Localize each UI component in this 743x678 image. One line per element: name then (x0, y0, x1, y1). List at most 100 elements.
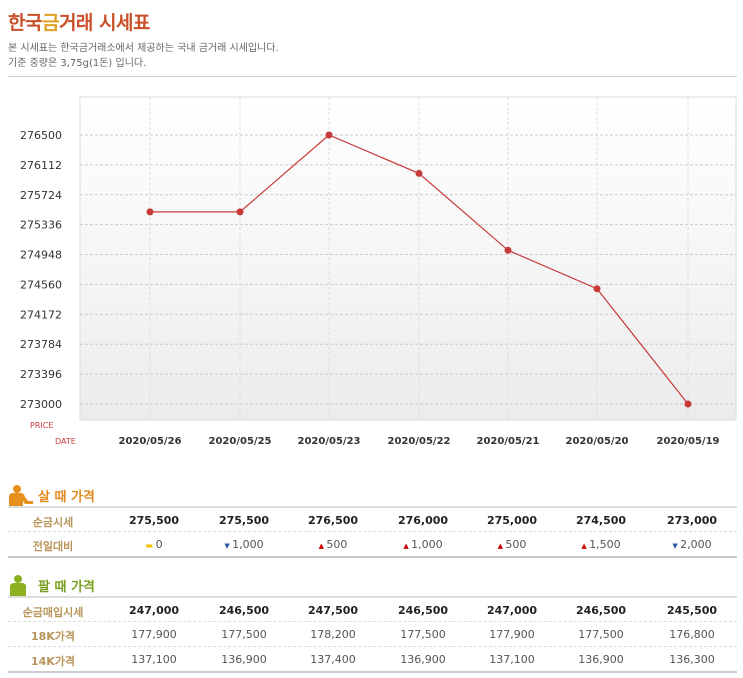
price-value: 137,100 (489, 653, 535, 666)
price-value: 137,100 (131, 653, 177, 666)
price-cell: 137,400 (310, 653, 356, 666)
price-value: 245,500 (666, 604, 718, 617)
table-row: 전일대비 ▬ 0 ▼ 1,000 ▲ 500 ▲ 1,000 ▲ 500 ▲ 1,500 ▼ … (8, 531, 737, 556)
price-cell: 275,500 (219, 514, 269, 527)
price-cell: 276,500 (308, 514, 358, 527)
data-point (325, 131, 333, 139)
data-point (415, 169, 423, 177)
price-value: 177,900 (131, 628, 177, 641)
price-cell: ▲ 1,000 (403, 538, 443, 551)
price-cell: 276,000 (398, 514, 448, 527)
y-tick-label: 274172 (20, 308, 62, 321)
price-chart: PRICE DATE 276500 276112 275724 275336 27494… (20, 96, 737, 447)
row-label: 순금매입시세 (22, 606, 84, 619)
price-value: 247,000 (128, 604, 180, 617)
plot-area (79, 96, 737, 421)
divider (8, 671, 737, 673)
price-value: 177,900 (489, 628, 535, 641)
x-tick-label: 2020/05/26 (119, 436, 182, 447)
price-cell: 177,900 (131, 628, 177, 641)
price-value: 1,500 (589, 538, 621, 551)
price-value: 246,500 (397, 604, 449, 617)
price-cell: 177,500 (221, 628, 267, 641)
price-cell: 275,500 (129, 514, 179, 527)
price-value: 500 (505, 538, 527, 551)
x-axis-label: DATE (55, 437, 76, 446)
price-value: 136,900 (221, 653, 267, 666)
price-cell: 273,000 (667, 514, 717, 527)
price-value: 177,500 (221, 628, 267, 641)
y-tick-label: 273000 (20, 398, 62, 411)
price-value: 177,500 (400, 628, 446, 641)
price-value: 274,500 (575, 514, 627, 527)
price-value: 275,500 (218, 514, 270, 527)
price-value: 275,500 (128, 514, 180, 527)
price-cell: 246,500 (576, 604, 626, 617)
y-tick-label: 275336 (20, 219, 62, 232)
y-tick-label: 274948 (20, 249, 62, 262)
y-tick-label: 275724 (20, 189, 62, 202)
y-tick-label: 274560 (20, 278, 62, 291)
x-tick-label: 2020/05/23 (298, 436, 361, 447)
price-cell: 178,200 (310, 628, 356, 641)
person-icon (9, 485, 33, 506)
price-value: 246,500 (218, 604, 270, 617)
price-cell: 177,900 (489, 628, 535, 641)
price-cell: 137,100 (489, 653, 535, 666)
table-row: 18K가격 177,900 177,500 178,200 177,500 177,900… (8, 621, 737, 646)
price-value: 2,000 (680, 538, 712, 551)
table-row: 순금매입시세 247,000 246,500 247,500 246,500 247,00… (8, 596, 737, 621)
price-cell: 245,500 (667, 604, 717, 617)
y-tick-label: 273784 (20, 338, 62, 351)
buy-section-title: 살 때 가격 (8, 484, 95, 506)
y-tick-label: 273396 (20, 368, 62, 381)
data-point (236, 208, 244, 216)
price-value: 177,500 (578, 628, 624, 641)
price-cell: 246,500 (398, 604, 448, 617)
price-value: 0 (155, 538, 163, 551)
price-cell: 177,500 (400, 628, 446, 641)
price-value: 247,500 (307, 604, 359, 617)
table-row: 순금시세 275,500 275,500 276,500 276,000 275,000 2… (8, 506, 737, 531)
divider (8, 556, 737, 558)
price-cell: 137,100 (131, 653, 177, 666)
price-cell: ▼ 2,000 (672, 538, 712, 551)
price-value: 137,400 (310, 653, 356, 666)
data-point (684, 400, 692, 408)
price-cell: 247,000 (487, 604, 537, 617)
price-cell: ▲ 500 (497, 538, 527, 551)
section-title: 살 때 가격 (38, 489, 95, 505)
price-cell: ▬ 0 (145, 538, 163, 551)
row-label: 18K가격 (30, 630, 76, 643)
y-tick-label: 276112 (20, 159, 62, 172)
person-icon (10, 575, 26, 596)
price-value: 246,500 (575, 604, 627, 617)
price-value: 500 (326, 538, 348, 551)
price-value: 1,000 (232, 538, 264, 551)
divider (8, 76, 737, 77)
price-cell: 246,500 (219, 604, 269, 617)
price-cell: 136,900 (221, 653, 267, 666)
table-row: 14K가격 137,100 136,900 137,400 136,900 137,100… (8, 646, 737, 671)
price-cell: ▲ 1,500 (581, 538, 621, 551)
section-title: 팔 때 가격 (38, 579, 95, 595)
row-label: 순금시세 (32, 516, 74, 529)
price-value: 273,000 (666, 514, 718, 527)
page-title: 한국금거래 시세표 (8, 8, 150, 35)
x-tick-label: 2020/05/25 (209, 436, 272, 447)
title-part: 거래 시세표 (58, 12, 151, 34)
price-value: 176,800 (669, 628, 715, 641)
x-tick-label: 2020/05/21 (477, 436, 540, 447)
price-cell: 136,900 (400, 653, 446, 666)
price-value: 247,000 (486, 604, 538, 617)
price-cell: 247,500 (308, 604, 358, 617)
x-tick-label: 2020/05/20 (566, 436, 629, 447)
row-label: 전일대비 (32, 540, 74, 553)
y-tick-label: 276500 (20, 129, 62, 142)
price-value: 276,000 (397, 514, 449, 527)
price-cell: 274,500 (576, 514, 626, 527)
price-cell: 136,900 (578, 653, 624, 666)
price-value: 275,000 (486, 514, 538, 527)
data-point (593, 285, 601, 293)
price-cell: 247,000 (129, 604, 179, 617)
